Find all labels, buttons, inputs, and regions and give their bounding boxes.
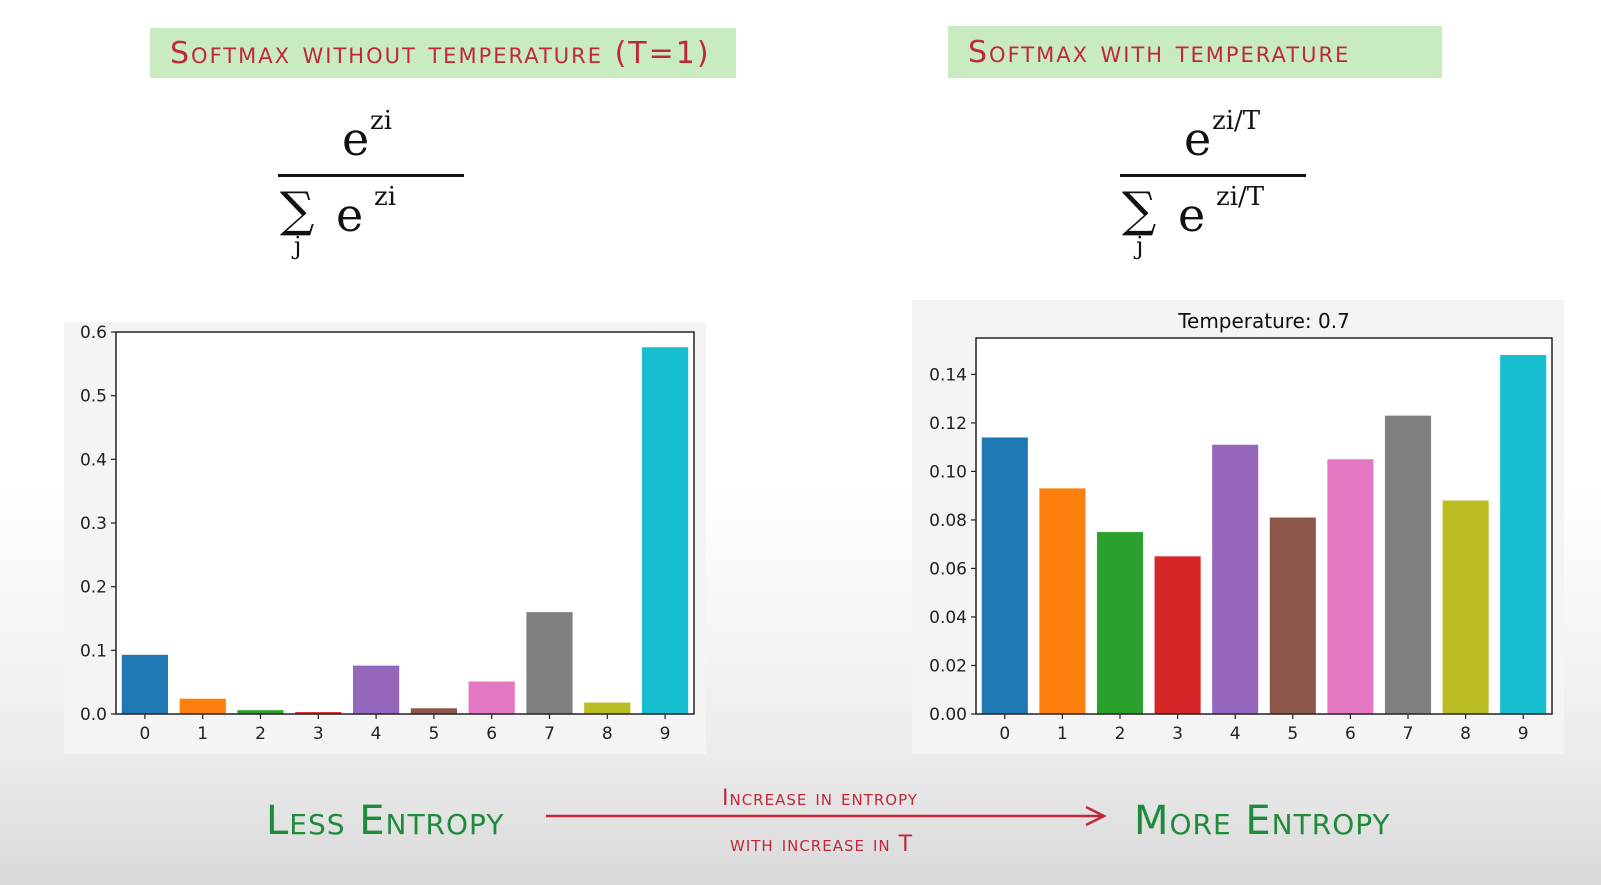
right-chart-xtick-label: 7 xyxy=(1403,724,1414,744)
right-chart-bar-9 xyxy=(1500,354,1547,714)
right-chart-bar-3 xyxy=(1154,556,1201,714)
right-chart-ytick-label: 0.12 xyxy=(929,414,967,434)
formula-right-sum-index: j xyxy=(1136,232,1144,260)
left-chart-xtick-label: 8 xyxy=(602,724,613,744)
right-chart-ytick-label: 0.02 xyxy=(929,656,967,676)
formula-right-den-base: e xyxy=(1178,188,1206,242)
left-chart-ytick-label: 0.1 xyxy=(80,641,107,661)
right-chart-ytick-label: 0.14 xyxy=(929,365,967,385)
left-chart-ytick-label: 0.2 xyxy=(80,578,107,598)
right-chart-xtick-label: 9 xyxy=(1518,724,1529,744)
left-chart-bar-5 xyxy=(410,708,458,714)
right-chart-xtick-label: 3 xyxy=(1172,724,1183,744)
left-chart-ytick-label: 0.6 xyxy=(80,323,107,343)
right-chart-xtick-label: 6 xyxy=(1345,724,1356,744)
right-chart-bar-1 xyxy=(1039,488,1086,714)
formula-right: e zi/T ∑ j e zi/T xyxy=(1112,100,1332,270)
formula-left-sum: ∑ xyxy=(280,182,315,238)
left-chart-xtick-label: 9 xyxy=(660,724,671,744)
right-chart-xtick-label: 1 xyxy=(1057,724,1068,744)
formula-right-den-exp: zi/T xyxy=(1216,182,1265,212)
right-chart-bar-4 xyxy=(1212,444,1259,714)
left-chart-xtick-label: 0 xyxy=(139,724,150,744)
right-chart-ytick-label: 0.10 xyxy=(929,462,967,482)
left-chart-xtick-label: 2 xyxy=(255,724,266,744)
left-chart-xtick-label: 6 xyxy=(486,724,497,744)
left-chart-xtick-label: 3 xyxy=(313,724,324,744)
softmax-chart-right: 0.00 0.02 0.04 0.06 0.08 0.10 0.12 0.14 0 1 2 3 4 5 6 7… xyxy=(929,309,1553,744)
formula-left-sum-index: j xyxy=(294,232,302,260)
left-chart-plot-area xyxy=(116,332,694,714)
left-chart-ytick-label: 0.5 xyxy=(80,387,107,407)
right-chart-xtick-label: 4 xyxy=(1230,724,1241,744)
left-chart-bar-1 xyxy=(179,698,226,714)
left-chart-ytick-label: 0.3 xyxy=(80,514,107,534)
left-chart-xtick-label: 7 xyxy=(544,724,555,744)
left-chart-bar-9 xyxy=(641,347,689,714)
formula-left-fraction-bar xyxy=(278,174,464,177)
left-chart-bar-2 xyxy=(237,710,284,714)
formula-left: e zi ∑ j e zi xyxy=(270,100,470,270)
right-chart-axes-frame xyxy=(975,337,1553,715)
formula-right-numerator: e xyxy=(1184,112,1212,166)
right-chart-bar-7 xyxy=(1384,415,1432,714)
left-chart-bar-0 xyxy=(121,654,169,714)
right-chart-bar-2 xyxy=(1096,532,1144,714)
chart-panel-right: 0.00 0.02 0.04 0.06 0.08 0.10 0.12 0.14 0 1 2 3 4 5 6 7… xyxy=(912,300,1564,754)
left-chart-bar-8 xyxy=(584,702,631,714)
right-chart-bar-6 xyxy=(1327,459,1374,714)
left-chart-ytick-label: 0.0 xyxy=(80,705,107,725)
arrow-label-top: Increase in entropy xyxy=(722,786,918,811)
chart-panel-left: 0.0 0.1 0.2 0.3 0.4 0.5 0.6 0 1 2 3 4 5 6 7 8 9 xyxy=(64,322,706,754)
arrow-label-bottom: with increase in T xyxy=(730,832,914,857)
right-chart-xtick-label: 8 xyxy=(1460,724,1471,744)
left-chart-bar-6 xyxy=(468,681,515,714)
formula-left-num-exp: zi xyxy=(370,106,393,136)
softmax-chart-left: 0.0 0.1 0.2 0.3 0.4 0.5 0.6 0 1 2 3 4 5 6 7 8 9 xyxy=(80,323,695,744)
left-chart-xtick-label: 1 xyxy=(197,724,208,744)
more-entropy-label: More Entropy xyxy=(1134,798,1391,844)
formula-left-numerator: e xyxy=(342,112,370,166)
formula-left-den-exp: zi xyxy=(374,182,397,212)
right-chart-xtick-label: 0 xyxy=(999,724,1010,744)
formula-right-num-exp: zi/T xyxy=(1212,106,1261,136)
heading-left-text: Softmax without temperature (T=1) xyxy=(170,35,711,71)
left-chart-xtick-label: 4 xyxy=(371,724,382,744)
right-chart-title: Temperature: 0.7 xyxy=(1177,309,1350,333)
less-entropy-label: Less Entropy xyxy=(266,798,505,844)
right-chart-bar-5 xyxy=(1269,517,1316,714)
right-chart-ytick-label: 0.00 xyxy=(929,705,967,725)
formula-right-sum: ∑ xyxy=(1122,182,1157,238)
heading-right-text: Softmax with temperature xyxy=(968,34,1351,70)
left-chart-bar-3 xyxy=(295,712,342,714)
right-chart-ytick-label: 0.08 xyxy=(929,511,967,531)
left-chart-bar-4 xyxy=(352,665,400,714)
right-chart-xtick-label: 2 xyxy=(1115,724,1126,744)
right-chart-ytick-label: 0.06 xyxy=(929,559,967,579)
heading-right: Softmax with temperature xyxy=(948,26,1442,78)
right-chart-xtick-label: 5 xyxy=(1287,724,1298,744)
right-chart-bar-8 xyxy=(1442,500,1489,714)
entropy-arrow xyxy=(546,805,1107,827)
left-chart-xtick-label: 5 xyxy=(428,724,439,744)
right-chart-ytick-label: 0.04 xyxy=(929,608,967,628)
formula-right-fraction-bar xyxy=(1120,174,1306,177)
formula-left-den-base: e xyxy=(336,188,364,242)
heading-left: Softmax without temperature (T=1) xyxy=(150,28,736,78)
left-chart-bar-7 xyxy=(526,612,573,714)
left-chart-ytick-label: 0.4 xyxy=(80,450,107,470)
right-chart-bar-0 xyxy=(981,437,1028,714)
